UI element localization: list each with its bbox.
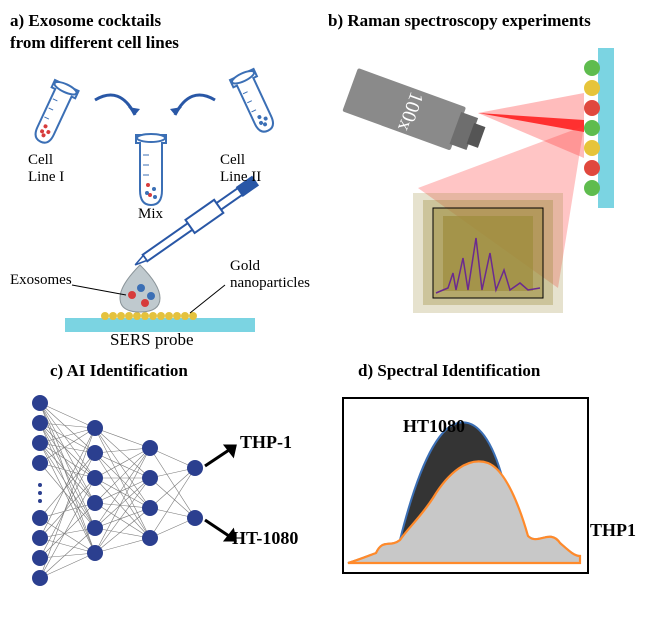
mix-arrow-right bbox=[170, 95, 215, 115]
panel-c: c) AI Identification bbox=[10, 360, 318, 598]
panel-c-title: c) AI Identification bbox=[10, 360, 318, 382]
thp1-label: THP1 bbox=[590, 520, 636, 541]
tube-right-icon bbox=[230, 68, 280, 136]
panel-d-title: d) Spectral Identification bbox=[328, 360, 638, 382]
gold-pointer bbox=[190, 285, 225, 313]
sers-label: SERS probe bbox=[110, 330, 194, 350]
thp1-fill bbox=[348, 462, 580, 564]
raman-samples bbox=[584, 60, 600, 196]
panel-a: a) Exosome cocktails from different cell… bbox=[10, 10, 318, 350]
nn-edges bbox=[40, 403, 195, 578]
panel-b-svg: 100x bbox=[328, 38, 638, 328]
panel-d-svg bbox=[328, 388, 638, 588]
nn-out2-label: HT-1080 bbox=[232, 528, 298, 549]
exosome-pointer bbox=[72, 285, 126, 295]
panel-d: d) Spectral Identification HT1080 THP1 bbox=[328, 360, 638, 598]
tube-center-icon bbox=[136, 134, 166, 205]
gold-np-label: Gold nanoparticles bbox=[230, 258, 310, 292]
raman-map-icon bbox=[413, 193, 563, 313]
raman-substrate bbox=[598, 48, 614, 208]
nn-output-arrows bbox=[205, 446, 235, 540]
panel-b-title: b) Raman spectroscopy experiments bbox=[328, 10, 638, 32]
panel-a-title: a) Exosome cocktails from different cell… bbox=[10, 10, 318, 54]
tube-left-icon bbox=[29, 79, 79, 147]
ht1080-label: HT1080 bbox=[403, 416, 465, 437]
panel-b: b) Raman spectroscopy experiments bbox=[328, 10, 638, 350]
panel-c-svg bbox=[10, 388, 310, 598]
objective-lens-icon: 100x bbox=[342, 68, 489, 159]
nn-out1-label: THP-1 bbox=[240, 432, 292, 453]
mix-arrow-left bbox=[95, 95, 140, 115]
mix-label: Mix bbox=[138, 206, 163, 223]
cell-line-1-label: Cell Line I bbox=[28, 152, 64, 186]
exosome-drop bbox=[120, 265, 160, 312]
exosomes-label: Exosomes bbox=[10, 272, 72, 289]
cell-line-2-label: Cell Line II bbox=[220, 152, 261, 186]
